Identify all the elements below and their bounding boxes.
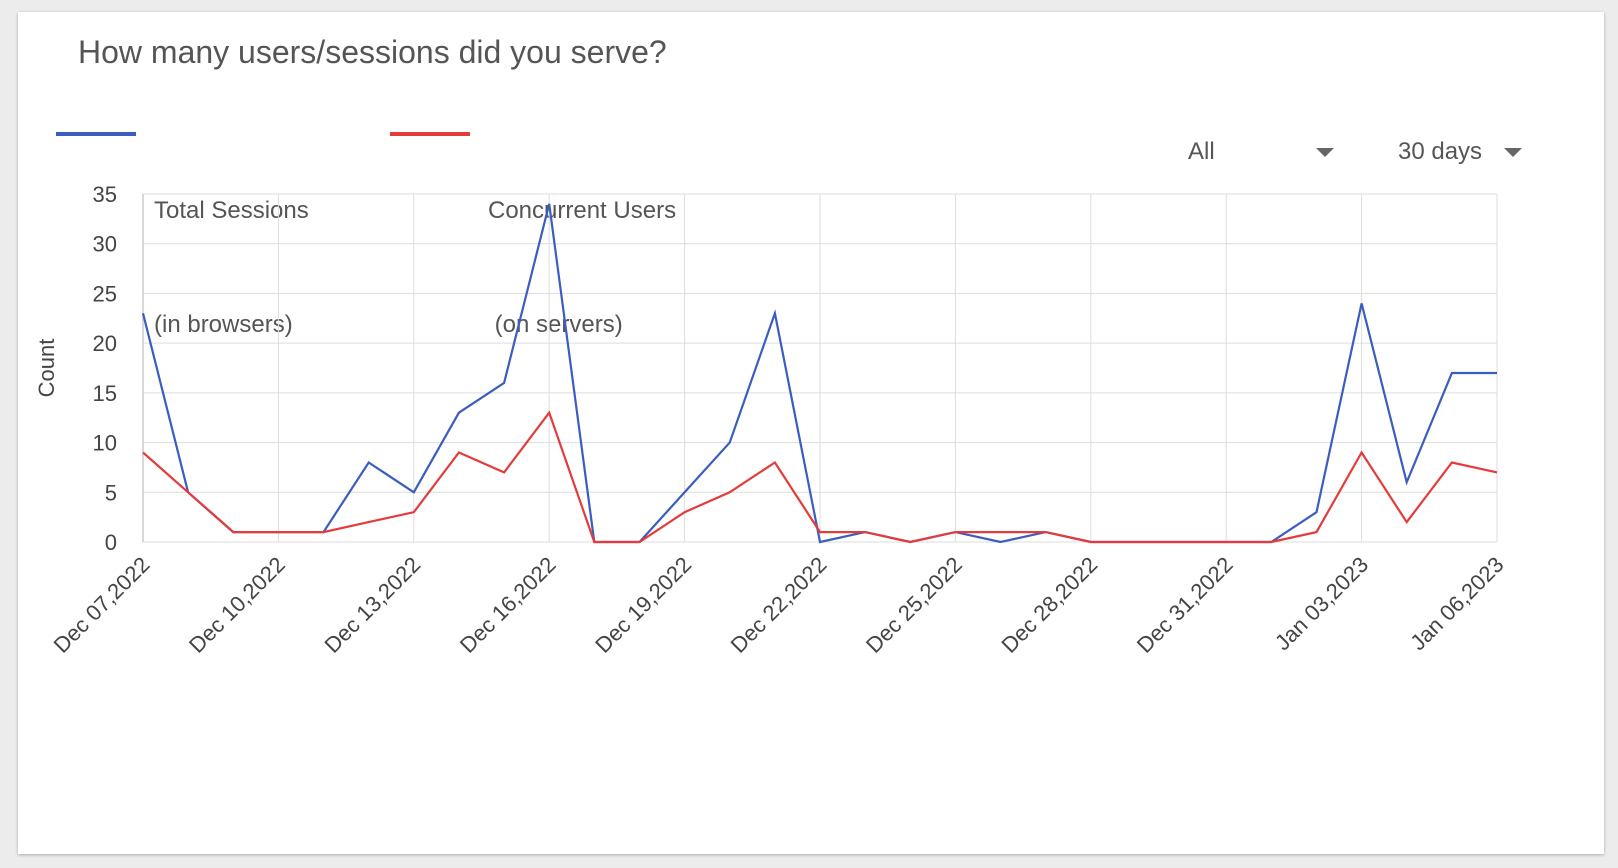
data-point-total-sessions: [457, 411, 461, 415]
card-title: How many users/sessions did you serve?: [78, 34, 667, 70]
data-point-concurrent-users: [592, 540, 596, 544]
data-point-concurrent-users: [908, 540, 912, 544]
data-point-concurrent-users: [1269, 540, 1273, 544]
data-point-concurrent-users: [457, 451, 461, 455]
line-chart: 0 5 10 15 20 25 30 35 Dec 07,2022 Dec 10,2022 Dec …: [34, 182, 1509, 658]
x-tick-label: Dec 13,2022: [319, 552, 425, 658]
data-point-total-sessions: [999, 540, 1003, 544]
data-point-concurrent-users: [1179, 540, 1183, 544]
data-point-concurrent-users: [1314, 530, 1318, 534]
legend-label-concurrent-users: Concurrent Users (on servers): [488, 197, 677, 338]
data-point-total-sessions: [547, 202, 551, 206]
data-point-total-sessions: [1495, 371, 1499, 375]
data-point-total-sessions: [1360, 301, 1364, 305]
scope-dropdown-value: All: [1188, 138, 1215, 165]
chevron-down-icon: [1316, 148, 1334, 157]
data-point-concurrent-users: [367, 520, 371, 524]
x-tick-label: Dec 10,2022: [184, 552, 290, 658]
data-point-concurrent-users: [1044, 530, 1048, 534]
data-point-total-sessions: [1405, 480, 1409, 484]
x-tick-label: Dec 07,2022: [49, 552, 155, 658]
chevron-down-icon: [1504, 148, 1522, 157]
data-point-concurrent-users: [322, 530, 326, 534]
legend-item-total-sessions[interactable]: Total Sessions (in browsers): [56, 104, 376, 338]
y-tick-label: 20: [93, 331, 117, 356]
data-point-total-sessions: [773, 311, 777, 315]
y-tick-label: 5: [105, 480, 117, 505]
y-tick-label: 25: [93, 281, 117, 306]
x-tick-label: Dec 16,2022: [455, 552, 561, 658]
data-point-concurrent-users: [1224, 540, 1228, 544]
data-point-total-sessions: [728, 441, 732, 445]
legend-swatch-concurrent-users: [390, 132, 470, 136]
scope-dropdown[interactable]: All: [1188, 134, 1348, 174]
data-point-concurrent-users: [1134, 540, 1138, 544]
data-point-total-sessions: [502, 381, 506, 385]
legend-swatch-total-sessions: [56, 132, 136, 136]
data-point-concurrent-users: [276, 530, 280, 534]
data-point-concurrent-users: [818, 530, 822, 534]
data-point-concurrent-users: [863, 530, 867, 534]
chart-card: How many users/sessions did you serve? T…: [18, 12, 1604, 854]
data-point-concurrent-users: [231, 530, 235, 534]
data-point-concurrent-users: [141, 451, 145, 455]
y-axis-title: Count: [34, 339, 59, 398]
data-point-total-sessions: [1450, 371, 1454, 375]
data-point-concurrent-users: [953, 530, 957, 534]
data-point-concurrent-users: [1495, 470, 1499, 474]
data-point-concurrent-users: [186, 490, 190, 494]
data-point-total-sessions: [412, 490, 416, 494]
x-tick-label: Dec 22,2022: [726, 552, 832, 658]
y-tick-label: 10: [93, 431, 117, 456]
data-point-concurrent-users: [1089, 540, 1093, 544]
legend-item-concurrent-users[interactable]: Concurrent Users (on servers): [390, 104, 720, 338]
y-tick-label: 0: [105, 530, 117, 555]
x-tick-label: Dec 19,2022: [590, 552, 696, 658]
series-line-concurrent-users: [142, 410, 1498, 544]
x-tick-label: Dec 28,2022: [996, 552, 1102, 658]
legend-label-total-sessions: Total Sessions (in browsers): [154, 197, 309, 338]
x-tick-label: Dec 25,2022: [861, 552, 967, 658]
data-point-concurrent-users: [728, 490, 732, 494]
y-tick-label: 15: [93, 381, 117, 406]
data-point-concurrent-users: [1360, 451, 1364, 455]
data-point-concurrent-users: [683, 510, 687, 514]
data-point-concurrent-users: [1450, 460, 1454, 464]
data-point-concurrent-users: [1405, 520, 1409, 524]
data-point-total-sessions: [367, 460, 371, 464]
y-tick-label: 30: [93, 232, 117, 257]
y-tick-label: 35: [93, 182, 117, 207]
x-tick-label: Jan 03,2023: [1270, 552, 1373, 655]
x-tick-label: Jan 06,2023: [1405, 552, 1508, 655]
data-point-concurrent-users: [502, 470, 506, 474]
data-point-concurrent-users: [547, 411, 551, 415]
data-point-concurrent-users: [999, 530, 1003, 534]
range-dropdown[interactable]: 30 days: [1398, 134, 1538, 174]
data-point-concurrent-users: [412, 510, 416, 514]
data-point-total-sessions: [141, 311, 145, 315]
range-dropdown-value: 30 days: [1398, 138, 1483, 165]
data-point-total-sessions: [1314, 510, 1318, 514]
data-point-concurrent-users: [773, 460, 777, 464]
data-point-total-sessions: [683, 490, 687, 494]
data-point-total-sessions: [818, 540, 822, 544]
x-tick-label: Dec 31,2022: [1132, 552, 1238, 658]
data-point-concurrent-users: [637, 540, 641, 544]
